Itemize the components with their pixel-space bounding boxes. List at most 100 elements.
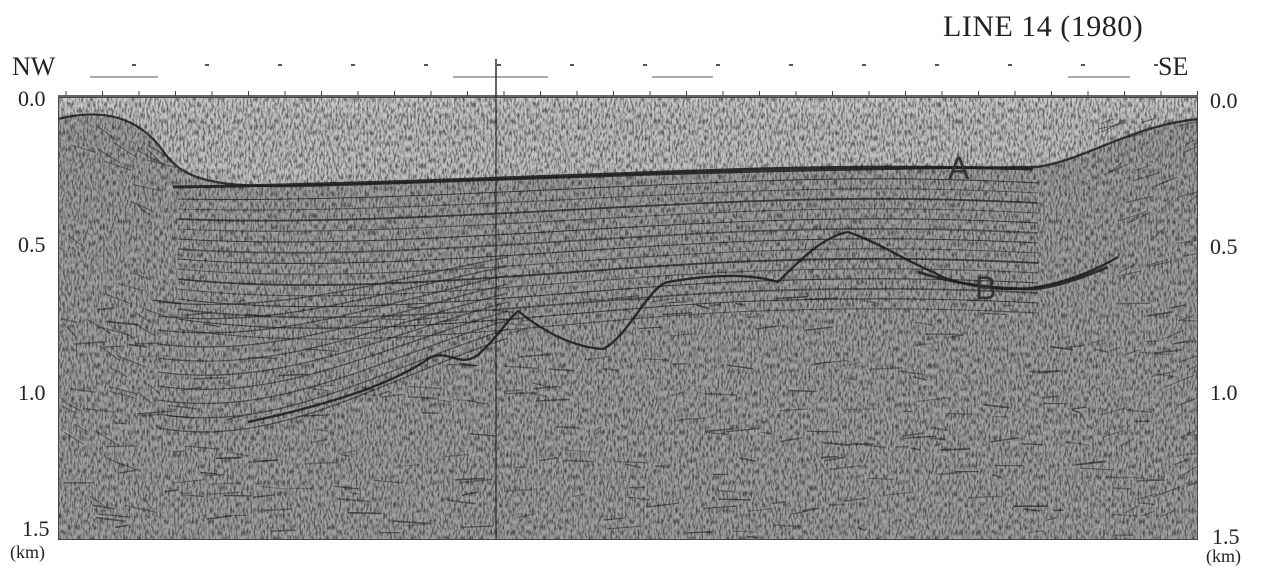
basement-texture-dash [186,445,220,450]
flank-texture-dash [70,144,96,153]
basement-texture-dash [447,499,476,505]
basement-texture-dash [167,404,197,410]
basement-texture-dash [607,525,641,530]
basement-texture-dash [735,302,744,306]
basement-texture-dash [517,513,535,519]
basement-texture-dash [208,491,240,496]
basement-texture-dash [555,426,580,429]
basement-texture-dash [622,298,651,301]
basement-texture-dash [979,312,1008,316]
flank-texture-dash [117,461,142,472]
basement-texture-dash [602,367,620,372]
flank-texture-dash [86,318,111,334]
basement-texture-dash [809,361,830,367]
flank-texture-dash [100,326,131,336]
basement-texture-dash [505,391,538,395]
flank-texture-dash [1118,262,1137,274]
flank-texture-dash [67,234,84,247]
flank-texture-dash [1140,117,1158,124]
flank-texture-dash [1100,118,1115,125]
flank-texture-dash [1158,176,1178,185]
basement-texture-dash [173,479,206,484]
basement-texture-dash [787,389,817,393]
flank-texture-dash [1182,252,1198,257]
basement-texture-dash [304,348,338,352]
basement-texture-dash [228,451,251,457]
basement-texture-dash [627,496,650,501]
basement-texture-dash [1124,475,1158,481]
direction-se-label: SE [1158,52,1189,81]
basement-texture-dash [1065,440,1090,446]
sediment-reflector [177,188,1039,211]
basement-texture-dash [687,530,712,534]
basement-texture-dash [297,414,331,417]
basement-texture-dash [422,397,451,403]
shotpoint-mark [643,64,647,66]
shotpoint-mark [278,64,282,66]
basement-texture-dash [253,494,275,498]
basement-texture-dash [806,430,840,433]
sediment-reflector [177,248,1039,275]
basement-texture-dash [193,376,227,380]
flank-texture-dash [1177,397,1198,407]
basement-texture-dash [513,328,528,333]
basement-texture-dash [772,524,803,528]
basement-texture-dash [1112,487,1132,490]
basement-texture-dash [654,465,665,468]
flank-texture-dash [63,431,85,446]
basement-texture-dash [868,477,894,480]
basement-texture-dash [1042,395,1059,399]
depth-tick-right-1: 1.0 [1210,380,1238,405]
basement-texture-dash [718,498,751,501]
flank-texture-dash [1191,236,1198,241]
basement-texture-dash [104,345,125,348]
flank-texture-dash [1127,211,1151,224]
basement-texture-dash [931,437,947,441]
basement-texture-dash [152,299,183,305]
flank-texture-dash [1151,370,1175,378]
basement-texture-dash [173,450,185,453]
basement-texture-dash [304,461,339,465]
flank-texture-dash [136,149,166,166]
deep-reflector [157,319,509,405]
basement-texture-dash [461,491,479,496]
flank-texture-dash [59,404,78,415]
basement-texture-dash [565,459,594,463]
basement-texture-dash [378,390,390,396]
basement-texture-dash [602,517,624,521]
sediment-reflector [177,197,1039,222]
shotpoint-bar [58,55,1198,97]
basement-texture-dash [536,398,570,402]
horizon-b-reflector [917,265,1109,291]
basement-texture-dash [348,511,382,515]
flank-texture-dash [137,205,151,216]
basement-texture-dash [1153,373,1179,378]
shotpoint-mark [351,64,355,66]
basement-texture-dash [580,298,603,301]
basement-texture-dash [1070,406,1087,410]
basement-texture-dash [469,433,495,437]
basement-texture-dash [1027,530,1045,534]
flank-texture-dash [1131,210,1147,220]
basement-texture-dash [661,311,692,316]
deep-reflector [157,301,509,376]
basement-texture-dash [829,464,862,471]
flank-texture-dash [95,430,119,446]
basement-texture-dash [236,299,246,304]
deep-reflector [157,274,509,334]
shotpoint-mark [1081,64,1085,66]
flank-texture-dash [105,457,125,467]
basement-texture-dash [801,507,819,512]
basement-texture-dash [314,428,328,432]
basement-texture-dash [696,303,710,310]
flank-texture-dash [108,366,128,378]
basement-texture-dash [747,507,773,512]
basement-texture-dash [644,358,669,361]
basement-texture-dash [226,415,243,420]
basement-texture-dash [181,494,204,498]
flank-texture-dash [99,344,121,362]
basement-texture-dash [868,367,903,370]
basement-texture-dash [548,368,574,372]
flank-texture-dash [1109,161,1123,173]
basement-texture-dash [363,393,378,397]
